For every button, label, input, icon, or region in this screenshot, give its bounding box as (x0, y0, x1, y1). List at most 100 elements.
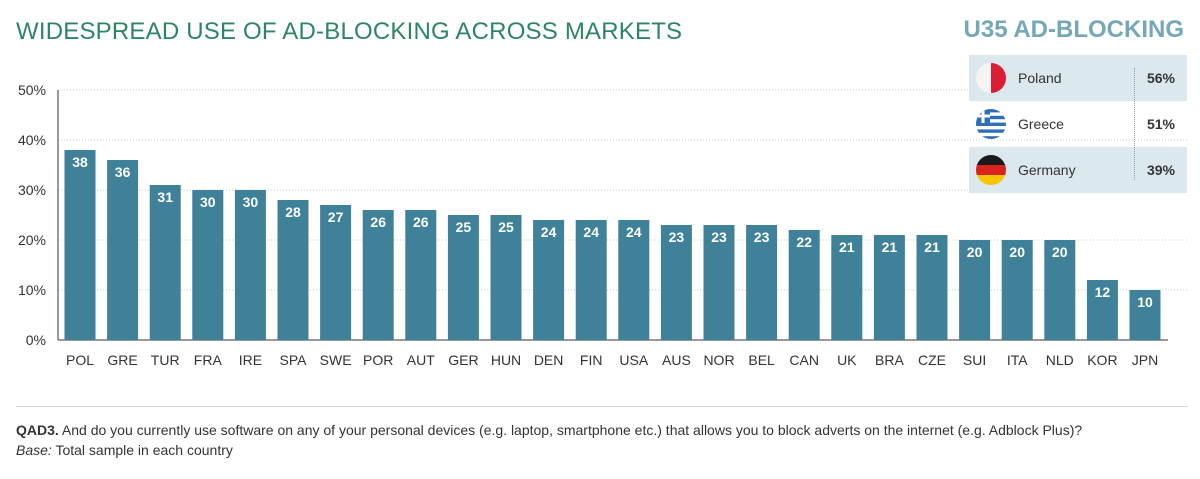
u35-country-label: Greece (1018, 116, 1064, 132)
bar (916, 235, 948, 340)
bar-value-label: 24 (626, 224, 642, 240)
u35-value: 39% (1146, 162, 1176, 178)
bar (533, 220, 565, 340)
bar-value-label: 23 (711, 229, 727, 245)
x-tick-label: FRA (194, 352, 223, 368)
x-tick-label: POL (66, 352, 94, 368)
x-tick-label: IRE (239, 352, 262, 368)
x-tick-label: KOR (1087, 352, 1117, 368)
x-tick-label: UK (837, 352, 857, 368)
x-tick-label: CZE (918, 352, 946, 368)
base-label: Base: (16, 442, 52, 458)
bar-value-label: 26 (413, 214, 429, 230)
bar-value-label: 30 (200, 194, 216, 210)
x-tick-label: BRA (875, 352, 904, 368)
greece-flag-icon (976, 109, 1006, 139)
bar (1129, 290, 1161, 340)
bar-value-label: 28 (285, 204, 301, 220)
bar-value-label: 24 (583, 224, 599, 240)
germany-flag-icon (976, 155, 1006, 185)
bar (873, 235, 905, 340)
bar (405, 210, 437, 340)
bar (234, 190, 266, 340)
bar-value-label: 27 (328, 209, 344, 225)
x-tick-label: CAN (789, 352, 819, 368)
footnote: QAD3. And do you currently use software … (16, 420, 1082, 460)
bar (490, 215, 522, 340)
bar-chart: 0% 10% 20% 30% 40% 50% 38 POL 36 GRE 31 TUR 30 FRA 30 I… (18, 82, 1188, 368)
bar (746, 225, 778, 340)
bar-value-label: 21 (924, 239, 940, 255)
u35-panel-divider (1134, 68, 1135, 180)
bar-value-label: 22 (796, 234, 812, 250)
y-tick-label: 20% (18, 232, 46, 248)
y-tick-label: 50% (18, 82, 46, 98)
bar-value-label: 23 (669, 229, 685, 245)
x-tick-label: NLD (1046, 352, 1074, 368)
bar-value-label: 10 (1137, 294, 1153, 310)
base-line: Base: Total sample in each country (16, 440, 1082, 460)
u35-country-label: Germany (1018, 162, 1076, 178)
question-code: QAD3. (16, 422, 59, 438)
footnote-divider (16, 406, 1188, 407)
y-tick-label: 10% (18, 282, 46, 298)
bar-value-label: 30 (243, 194, 259, 210)
bar (575, 220, 607, 340)
u35-value: 51% (1146, 116, 1176, 132)
base-text: Total sample in each country (51, 442, 233, 458)
bar (320, 205, 352, 340)
bar (959, 240, 991, 340)
x-tick-label: DEN (534, 352, 564, 368)
bar-value-label: 31 (157, 189, 173, 205)
x-tick-label: BEL (748, 352, 775, 368)
bar-value-label: 20 (1052, 244, 1068, 260)
bar (1086, 280, 1118, 340)
bar (362, 210, 394, 340)
x-tick-label: TUR (151, 352, 180, 368)
x-tick-label: ITA (1007, 352, 1028, 368)
bar (64, 150, 96, 340)
bar-value-label: 20 (1009, 244, 1025, 260)
x-tick-label: AUS (662, 352, 691, 368)
u35-country-label: Poland (1018, 70, 1062, 86)
bar (831, 235, 863, 340)
bar (788, 230, 820, 340)
x-tick-label: POR (363, 352, 393, 368)
bar (660, 225, 692, 340)
chart-title: WIDESPREAD USE OF AD-BLOCKING ACROSS MAR… (16, 18, 683, 45)
x-tick-label: GRE (107, 352, 137, 368)
bar (107, 160, 139, 340)
u35-panel-title: U35 AD-BLOCKING (963, 16, 1184, 43)
bar-value-label: 25 (498, 219, 514, 235)
x-tick-label: NOR (703, 352, 734, 368)
u35-value: 56% (1146, 70, 1176, 86)
x-tick-label: HUN (491, 352, 521, 368)
x-tick-label: SUI (963, 352, 986, 368)
bar-value-label: 26 (370, 214, 386, 230)
bar-value-label: 21 (882, 239, 898, 255)
bar-value-label: 12 (1095, 284, 1111, 300)
u35-row-poland: Poland 56% (969, 55, 1187, 101)
bar (277, 200, 309, 340)
bar (1001, 240, 1033, 340)
bar (1044, 240, 1076, 340)
poland-flag-icon (976, 63, 1006, 93)
question-text: And do you currently use software on any… (58, 422, 1083, 438)
bar (447, 215, 479, 340)
bar (149, 185, 181, 340)
bar-value-label: 25 (456, 219, 472, 235)
x-tick-label: FIN (580, 352, 603, 368)
bar (618, 220, 650, 340)
x-tick-label: JPN (1132, 352, 1158, 368)
bar-value-label: 20 (967, 244, 983, 260)
y-tick-label: 0% (26, 332, 46, 348)
bar-value-label: 36 (115, 164, 131, 180)
x-tick-label: USA (619, 352, 648, 368)
bar-value-label: 24 (541, 224, 557, 240)
x-tick-label: SPA (280, 352, 308, 368)
bar (192, 190, 224, 340)
bar-value-label: 21 (839, 239, 855, 255)
x-tick-label: GER (448, 352, 478, 368)
bar-value-label: 23 (754, 229, 770, 245)
y-tick-label: 40% (18, 132, 46, 148)
